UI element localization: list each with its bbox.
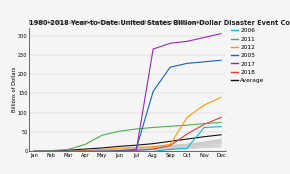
Text: 1980-2018 Year-to-Date United States Billion-Dollar Disaster Event Cost (CPI-Adj: 1980-2018 Year-to-Date United States Bil… xyxy=(29,20,290,26)
Y-axis label: Billions of Dollars: Billions of Dollars xyxy=(12,67,17,112)
Text: Event statistics are added according to the date on which they ended.: Event statistics are added according to … xyxy=(29,20,206,25)
Legend: 2006, 2011, 2012, 2005, 2017, 2018, Average: 2006, 2011, 2012, 2005, 2017, 2018, Aver… xyxy=(231,28,265,83)
